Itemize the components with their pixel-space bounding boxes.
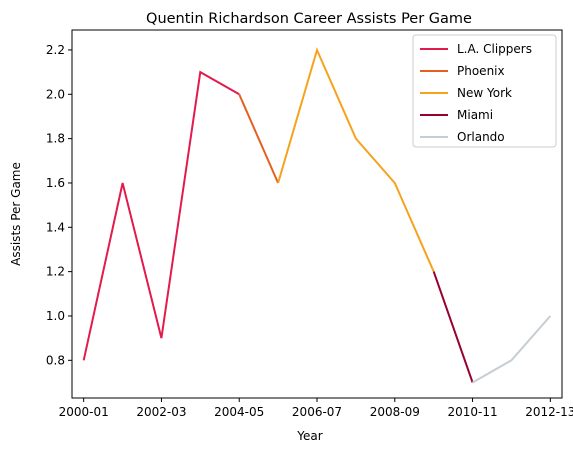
y-tick-label: 2.2: [46, 43, 65, 57]
y-tick-label: 1.0: [46, 309, 65, 323]
series-line-orlando: [472, 315, 552, 384]
legend-box: [412, 34, 557, 148]
y-tick-label: 0.8: [46, 353, 65, 367]
legend-label-new-york: New York: [457, 86, 512, 100]
series-line-l-a-clippers: [82, 70, 240, 361]
y-axis-label: Assists Per Game: [9, 162, 23, 266]
legend-label-phoenix: Phoenix: [457, 64, 505, 78]
x-tick-label: 2010-11: [447, 405, 497, 419]
y-tick-label: 1.8: [46, 132, 65, 146]
x-tick-label: 2012-13: [525, 405, 573, 419]
series-line-phoenix: [238, 93, 280, 184]
series-line-new-york: [277, 47, 435, 273]
x-tick-label: 2006-07: [292, 405, 342, 419]
chart-title: Quentin Richardson Career Assists Per Ga…: [146, 11, 472, 27]
y-tick-label: 2.0: [46, 87, 65, 101]
legend-label-orlando: Orlando: [457, 130, 505, 144]
legend: L.A. Clippers Phoenix New York Miami Orlando: [412, 34, 557, 148]
legend-label-l-a-clippers: L.A. Clippers: [457, 42, 532, 56]
x-tick-label: 2008-09: [370, 405, 420, 419]
x-tick-label: 2000-01: [59, 405, 109, 419]
x-tick-label: 2004-05: [214, 405, 264, 419]
y-tick-label: 1.6: [46, 176, 65, 190]
y-tick-label: 1.2: [46, 265, 65, 279]
legend-label-miami: Miami: [457, 108, 493, 122]
y-tick-label: 1.4: [46, 220, 65, 234]
x-axis-label: Year: [296, 429, 322, 443]
series-line-miami: [432, 271, 474, 383]
x-tick-label: 2002-03: [136, 405, 186, 419]
